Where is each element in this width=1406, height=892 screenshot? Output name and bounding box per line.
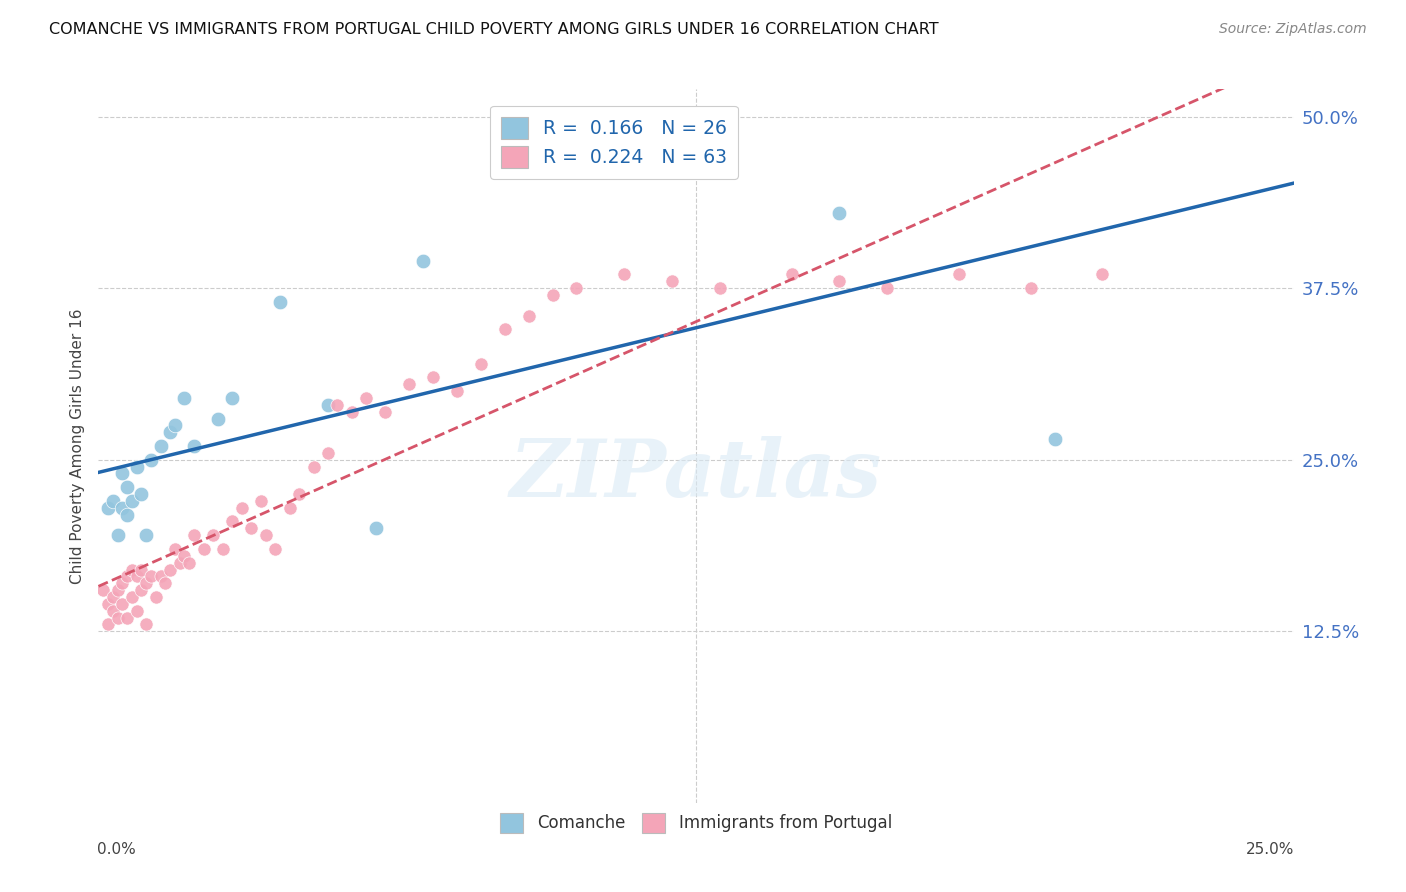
Point — [565, 281, 588, 295]
Point — [97, 617, 120, 632]
Point — [135, 528, 157, 542]
Point — [107, 528, 129, 542]
Text: Source: ZipAtlas.com: Source: ZipAtlas.com — [1219, 22, 1367, 37]
Y-axis label: Child Poverty Among Girls Under 16: Child Poverty Among Girls Under 16 — [69, 309, 84, 583]
Point — [316, 398, 339, 412]
Point — [517, 309, 540, 323]
Point — [193, 541, 215, 556]
Point — [121, 494, 143, 508]
Point — [494, 322, 516, 336]
Point — [269, 294, 291, 309]
Point — [278, 500, 301, 515]
Point — [828, 274, 851, 288]
Point — [302, 459, 325, 474]
Point — [316, 446, 339, 460]
Point — [91, 583, 114, 598]
Point — [159, 425, 181, 440]
Point — [111, 467, 134, 481]
Point — [326, 398, 349, 412]
Point — [876, 281, 898, 295]
Point — [565, 164, 588, 178]
Point — [139, 452, 162, 467]
Point — [422, 370, 444, 384]
Point — [131, 583, 153, 598]
Point — [780, 268, 803, 282]
Point — [1091, 268, 1114, 282]
Point — [240, 521, 263, 535]
Point — [709, 281, 731, 295]
Text: 25.0%: 25.0% — [1246, 842, 1295, 857]
Text: COMANCHE VS IMMIGRANTS FROM PORTUGAL CHILD POVERTY AMONG GIRLS UNDER 16 CORRELAT: COMANCHE VS IMMIGRANTS FROM PORTUGAL CHI… — [49, 22, 939, 37]
Point — [1019, 281, 1042, 295]
Point — [111, 597, 134, 611]
Point — [354, 391, 377, 405]
Point — [446, 384, 468, 398]
Point — [264, 541, 287, 556]
Point — [101, 494, 124, 508]
Point — [183, 528, 205, 542]
Point — [149, 569, 172, 583]
Point — [221, 515, 243, 529]
Point — [135, 576, 157, 591]
Point — [1043, 432, 1066, 446]
Point — [125, 459, 148, 474]
Point — [107, 583, 129, 598]
Point — [173, 549, 195, 563]
Point — [231, 500, 253, 515]
Point — [115, 569, 138, 583]
Point — [207, 411, 229, 425]
Point — [250, 494, 273, 508]
Point — [254, 528, 277, 542]
Point — [149, 439, 172, 453]
Legend: Comanche, Immigrants from Portugal: Comanche, Immigrants from Portugal — [492, 805, 900, 841]
Point — [101, 590, 124, 604]
Point — [131, 562, 153, 576]
Point — [125, 569, 148, 583]
Point — [111, 500, 134, 515]
Point — [139, 569, 162, 583]
Point — [111, 576, 134, 591]
Point — [155, 576, 177, 591]
Text: ZIPatlas: ZIPatlas — [510, 436, 882, 513]
Point — [115, 480, 138, 494]
Point — [470, 357, 492, 371]
Point — [948, 268, 970, 282]
Point — [163, 418, 186, 433]
Point — [145, 590, 167, 604]
Point — [159, 562, 181, 576]
Point — [101, 604, 124, 618]
Point — [169, 556, 191, 570]
Point — [221, 391, 243, 405]
Point — [374, 405, 396, 419]
Text: 0.0%: 0.0% — [97, 842, 136, 857]
Point — [412, 253, 434, 268]
Point — [135, 617, 157, 632]
Point — [364, 521, 387, 535]
Point — [398, 377, 420, 392]
Point — [288, 487, 311, 501]
Point — [173, 391, 195, 405]
Point — [125, 604, 148, 618]
Point — [97, 597, 120, 611]
Point — [163, 541, 186, 556]
Point — [211, 541, 233, 556]
Point — [613, 268, 636, 282]
Point — [121, 562, 143, 576]
Point — [131, 487, 153, 501]
Point — [179, 556, 201, 570]
Point — [661, 274, 683, 288]
Point — [828, 205, 851, 219]
Point — [541, 288, 564, 302]
Point — [340, 405, 363, 419]
Point — [183, 439, 205, 453]
Point — [202, 528, 225, 542]
Point — [107, 610, 129, 624]
Point — [115, 610, 138, 624]
Point — [97, 500, 120, 515]
Point — [121, 590, 143, 604]
Point — [115, 508, 138, 522]
